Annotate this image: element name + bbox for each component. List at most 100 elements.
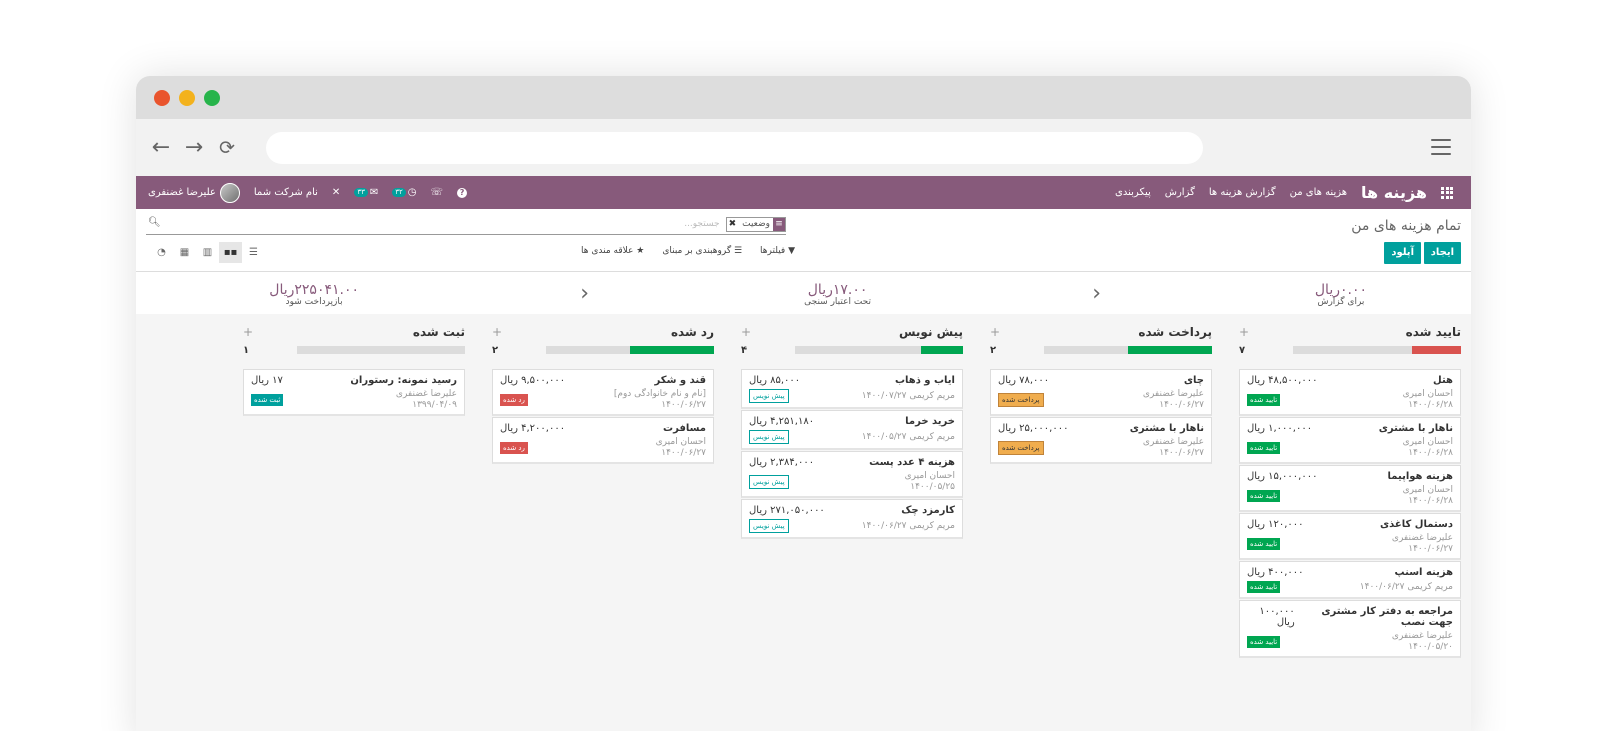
messages-icon[interactable]: ✉ ۳۳	[354, 187, 378, 198]
status-badge: پیش نویس	[749, 389, 789, 403]
remove-facet-icon[interactable]: ✖	[728, 219, 737, 229]
column-progress-bar[interactable]	[1293, 346, 1461, 354]
quick-create-plus-icon[interactable]: +	[1239, 325, 1250, 339]
search-bar[interactable]: ≡ وضعیت ✖ جستجو... 🔍︎	[146, 214, 786, 235]
column-title[interactable]: تایید شده	[1405, 325, 1461, 339]
summary-amount: ۲۲۵۰۴۱.۰۰ریال	[269, 282, 359, 298]
expense-card[interactable]: هزینه اسنپ ۴۰۰,۰۰۰ ریال مریم کریمی ۱۴۰۰/۰۶…	[1239, 561, 1461, 599]
search-input[interactable]: جستجو...	[684, 219, 720, 229]
company-switcher[interactable]: نام شرکت شما	[253, 187, 318, 198]
kanban-view-icon[interactable]: ▪▪	[219, 242, 242, 263]
column-progress-bar[interactable]	[546, 346, 714, 354]
column-progress: ۲	[492, 343, 714, 357]
column-progress-bar[interactable]	[297, 346, 465, 354]
expense-card[interactable]: ایاب و ذهاب ۸۵,۰۰۰ ریال مریم کریمی ۱۴۰۰/۰۷…	[741, 369, 963, 409]
minimize-window-button[interactable]	[179, 90, 195, 106]
address-bar[interactable]	[266, 132, 1203, 164]
search-facet-status: ≡ وضعیت ✖	[725, 216, 786, 232]
quick-create-plus-icon[interactable]: +	[990, 325, 1001, 339]
help-icon[interactable]: ?	[457, 187, 468, 198]
expense-title: مراجعه به دفتر کار مشتری جهت نصب	[1321, 606, 1453, 628]
expense-title: قند و شکر	[654, 375, 706, 386]
forward-arrow-icon[interactable]: →	[184, 135, 204, 160]
column-title[interactable]: پیش نویس	[898, 325, 963, 339]
hamburger-menu-icon[interactable]	[1431, 139, 1451, 160]
chevron-left-icon: ‹	[580, 281, 589, 306]
expense-title: هزینه هواپیما	[1387, 471, 1453, 482]
column-title[interactable]: پرداخت شده	[1138, 325, 1212, 339]
summary-to-reimburse[interactable]: ۲۲۵۰۴۱.۰۰ریال بازپرداخت شود	[269, 282, 359, 307]
groupby-button[interactable]: ☰ گروهبندی بر مبنای	[662, 246, 742, 256]
expense-title: ناهار با مشتری	[1378, 423, 1453, 434]
status-badge: پرداخت شده	[998, 392, 1044, 407]
expense-card[interactable]: خرید خرما ۴,۲۵۱,۱۸۰ ریال مریم کریمی ۱۴۰۰/۰…	[741, 410, 963, 450]
card-header: خرید خرما ۴,۲۵۱,۱۸۰ ریال	[749, 416, 955, 427]
expense-card[interactable]: دستمال کاغذی ۱۲۰,۰۰۰ ریال علیرضا غضنفری ۱۴۰…	[1239, 513, 1461, 560]
graph-view-icon[interactable]: ▥	[202, 247, 213, 258]
expense-card[interactable]: ناهار با مشتری ۱,۰۰۰,۰۰۰ ریال احسان امیری ۱…	[1239, 417, 1461, 464]
column-progress-bar[interactable]	[1044, 346, 1212, 354]
expense-card[interactable]: قند و شکر ۹,۵۰۰,۰۰۰ ریال [نام و نام خانواد…	[492, 369, 714, 416]
expense-card[interactable]: چای ۷۸,۰۰۰ ریال علیرضا غضنفری ۱۴۰۰/۰۶/۲۷ پرد…	[990, 369, 1212, 416]
expense-card[interactable]: هزینه هواپیما ۱۵,۰۰۰,۰۰۰ ریال احسان امیری ۱…	[1239, 465, 1461, 512]
card-header: رسید نمونه: رستوران ۱۷ ریال	[251, 375, 457, 386]
expense-amount: ۷۸,۰۰۰ ریال	[998, 375, 1050, 386]
expense-card[interactable]: کارمزد چک ۲۷۱,۰۵۰,۰۰۰ ریال مریم کریمی ۱۴۰۰…	[741, 499, 963, 539]
expense-card[interactable]: هتل ۴۸,۵۰۰,۰۰۰ ریال احسان امیری ۱۴۰۰/۰۶/۲۸ ت…	[1239, 369, 1461, 416]
menu-expense-reports[interactable]: گزارش هزینه ها	[1208, 187, 1276, 198]
back-arrow-icon[interactable]: ←	[151, 135, 171, 160]
search-icon[interactable]: 🔍︎	[148, 217, 161, 228]
user-menu[interactable]: علیرضا غضنفری	[148, 182, 240, 203]
quick-create-plus-icon[interactable]: +	[741, 325, 752, 339]
phone-icon[interactable]: ☏	[430, 187, 444, 198]
card-meta: مریم کریمی ۱۴۰۰/۰۶/۲۷	[1360, 582, 1453, 592]
activity-view-icon[interactable]: ◔	[157, 247, 166, 258]
app-title: هزینه ها	[1361, 183, 1427, 202]
expense-card[interactable]: رسید نمونه: رستوران ۱۷ ریال علیرضا غضنفری ۱…	[243, 369, 465, 416]
menu-configuration[interactable]: پیکربندی	[1115, 187, 1151, 198]
card-header: ناهار با مشتری ۱,۰۰۰,۰۰۰ ریال	[1247, 423, 1453, 434]
card-meta: علیرضا غضنفری ۱۴۰۰/۰۵/۲۰	[1392, 631, 1453, 652]
activity-icon[interactable]: ◷ ۳۲	[392, 187, 417, 198]
column-header: پرداخت شده +	[990, 324, 1212, 340]
expense-amount: ۴۸,۵۰۰,۰۰۰ ریال	[1247, 375, 1318, 386]
list-view-icon[interactable]: ☰	[249, 247, 258, 258]
expense-card[interactable]: مراجعه به دفتر کار مشتری جهت نصب ۱۰۰,۰۰۰ …	[1239, 600, 1461, 658]
column-cards: چای ۷۸,۰۰۰ ریال علیرضا غضنفری ۱۴۰۰/۰۶/۲۷ پرد…	[990, 369, 1212, 464]
column-cards: رسید نمونه: رستوران ۱۷ ریال علیرضا غضنفری ۱…	[243, 369, 465, 416]
status-badge: پیش نویس	[749, 519, 789, 533]
menu-reporting[interactable]: گزارش	[1164, 187, 1195, 198]
filters-button[interactable]: ▼ فیلترها	[760, 246, 795, 256]
column-header: تایید شده +	[1239, 324, 1461, 340]
column-progress-bar[interactable]	[795, 346, 963, 354]
kanban-column: پیش نویس +۴ ایاب و ذهاب ۸۵,۰۰۰ ریال مریم کری…	[741, 324, 963, 540]
debug-tools-icon[interactable]: ✕	[331, 187, 341, 198]
card-meta: علیرضا غضنفری ۱۴۰۰/۰۶/۲۷	[1392, 533, 1453, 554]
apps-grid-icon[interactable]	[1441, 186, 1453, 199]
employee-name: احسان امیری	[1402, 389, 1453, 399]
card-body: مریم کریمی ۱۴۰۰/۰۵/۲۷ پیش نویس	[749, 430, 955, 444]
upload-button[interactable]: آپلود	[1384, 242, 1421, 264]
expense-card[interactable]: ناهار با مشتری ۲۵,۰۰۰,۰۰۰ ریال علیرضا غضنف…	[990, 417, 1212, 464]
expense-card[interactable]: هزینه ۴ عدد پست ۲,۳۸۴,۰۰۰ ریال احسان امیری…	[741, 451, 963, 498]
column-title[interactable]: رد شده	[670, 325, 714, 339]
expense-card[interactable]: مسافرت ۴,۲۰۰,۰۰۰ ریال احسان امیری ۱۴۰۰/۰۶/۲…	[492, 417, 714, 464]
reload-icon[interactable]: ⟳	[219, 137, 235, 159]
control-panel: تمام هزینه های من ایجاد آپلود ≡ وضعیت ✖ …	[136, 209, 1471, 272]
create-button[interactable]: ایجاد	[1423, 242, 1461, 264]
favorites-button[interactable]: ★ علاقه مندی ها	[581, 246, 644, 256]
pivot-view-icon[interactable]: ▦	[179, 247, 190, 258]
summary-under-validation[interactable]: ۱۷.۰۰ریال تحت اعتبار سنجی	[804, 282, 871, 307]
maximize-window-button[interactable]	[204, 90, 220, 106]
column-title[interactable]: ثبت شده	[412, 325, 465, 339]
summary-to-report[interactable]: ۰.۰۰ریال برای گزارش	[1315, 282, 1367, 307]
view-switcher: ◔ ▦ ▥ ▪▪ ☰	[150, 242, 265, 263]
quick-create-plus-icon[interactable]: +	[492, 325, 503, 339]
column-count: ۲	[492, 344, 499, 356]
browser-window: ← → ⟳ هزینه ها هزینه های من گزارش هزینه …	[136, 76, 1471, 731]
quick-create-plus-icon[interactable]: +	[243, 325, 254, 339]
card-meta: مریم کریمی ۱۴۰۰/۰۵/۲۷	[862, 432, 955, 442]
card-meta: احسان امیری ۱۴۰۰/۰۶/۲۸	[1403, 389, 1453, 410]
close-window-button[interactable]	[154, 90, 170, 106]
menu-my-expenses[interactable]: هزینه های من	[1289, 187, 1348, 198]
